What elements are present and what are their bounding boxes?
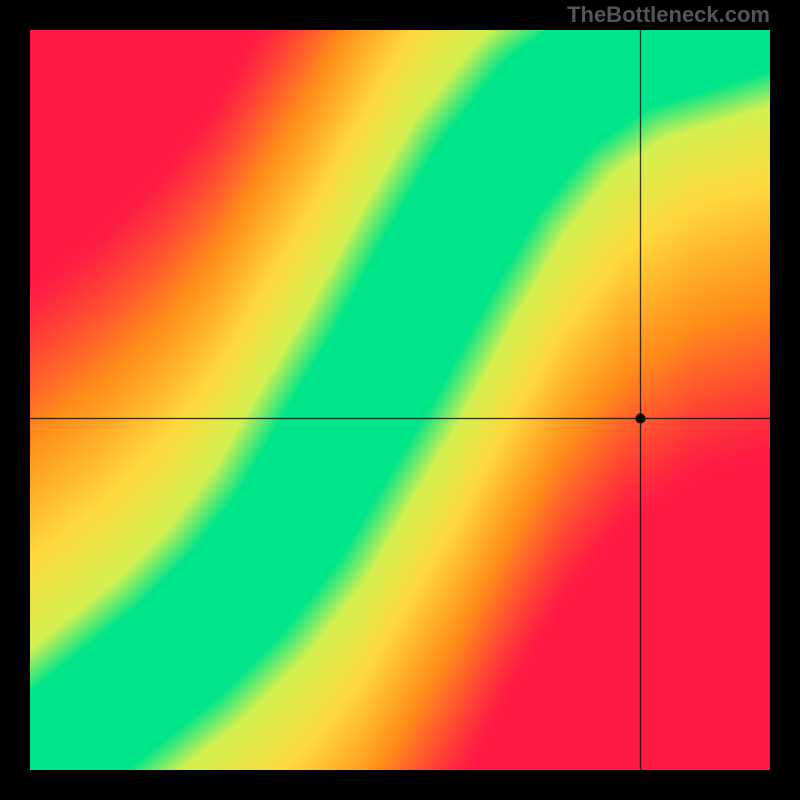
chart-container: TheBottleneck.com — [0, 0, 800, 800]
watermark-text: TheBottleneck.com — [567, 2, 770, 28]
plot-area — [30, 30, 770, 770]
heatmap-canvas — [30, 30, 770, 770]
